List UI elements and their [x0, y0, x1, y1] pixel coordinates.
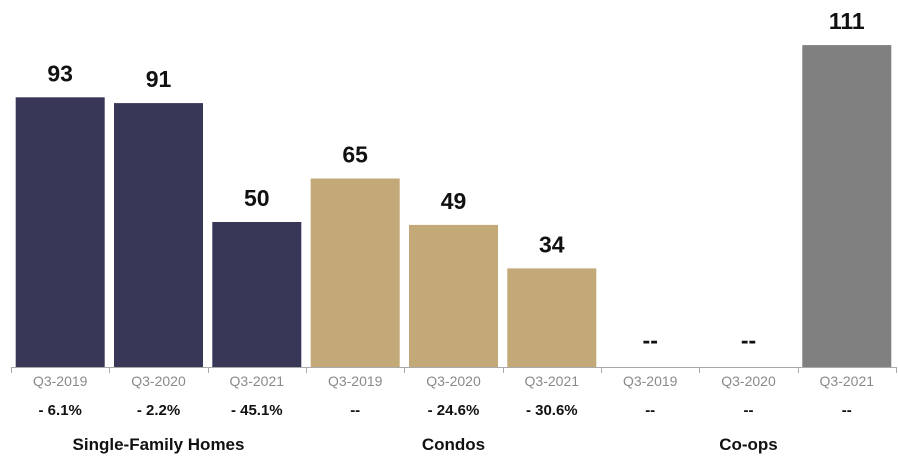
- data-label: 91: [146, 66, 172, 92]
- bar: [409, 224, 498, 367]
- group-label: Condos: [422, 435, 485, 454]
- group-labels: Single-Family Homes Condos Co-ops: [73, 435, 778, 454]
- data-label: 34: [539, 231, 565, 257]
- bar: [507, 268, 597, 367]
- bar: [212, 222, 302, 367]
- change-label: - 45.1%: [231, 402, 283, 419]
- data-label: 50: [244, 185, 270, 211]
- data-label: --: [741, 327, 756, 353]
- x-tick-label: Q3-2021: [820, 373, 875, 389]
- group-label: Single-Family Homes: [73, 435, 245, 454]
- change-label: --: [645, 402, 655, 419]
- change-labels: - 6.1% - 2.2% - 45.1% -- - 24.6% - 30.6% -- -- -…: [39, 402, 852, 419]
- data-label: 65: [342, 142, 368, 168]
- bar: [15, 97, 105, 368]
- bar: [310, 178, 400, 367]
- change-label: - 24.6%: [428, 402, 480, 419]
- data-label: 111: [829, 8, 865, 34]
- change-label: --: [744, 402, 754, 419]
- x-axis: [11, 367, 897, 373]
- data-label: 93: [47, 60, 73, 86]
- x-tick-label: Q3-2020: [426, 373, 481, 389]
- change-label: - 6.1%: [39, 402, 82, 419]
- x-tick-label: Q3-2020: [131, 373, 186, 389]
- change-label: --: [842, 402, 852, 419]
- x-tick-labels: Q3-2019 Q3-2020 Q3-2021 Q3-2019 Q3-2020 Q3-20…: [33, 373, 874, 389]
- x-tick-label: Q3-2021: [230, 373, 285, 389]
- group-label: Co-ops: [719, 435, 778, 454]
- bars-layer: [15, 45, 892, 368]
- x-tick-label: Q3-2019: [328, 373, 383, 389]
- bar: [802, 45, 892, 367]
- change-label: --: [350, 402, 360, 419]
- bar: [114, 103, 203, 367]
- change-label: - 30.6%: [526, 402, 578, 419]
- change-label: - 2.2%: [137, 402, 180, 419]
- x-tick-label: Q3-2019: [33, 373, 88, 389]
- data-label: --: [643, 327, 658, 353]
- x-tick-label: Q3-2019: [623, 373, 678, 389]
- x-tick-label: Q3-2021: [525, 373, 580, 389]
- value-labels-layer: 93 91 50 65 49 34 -- -- 111: [47, 8, 865, 353]
- data-label: 49: [441, 188, 467, 214]
- x-tick-label: Q3-2020: [721, 373, 776, 389]
